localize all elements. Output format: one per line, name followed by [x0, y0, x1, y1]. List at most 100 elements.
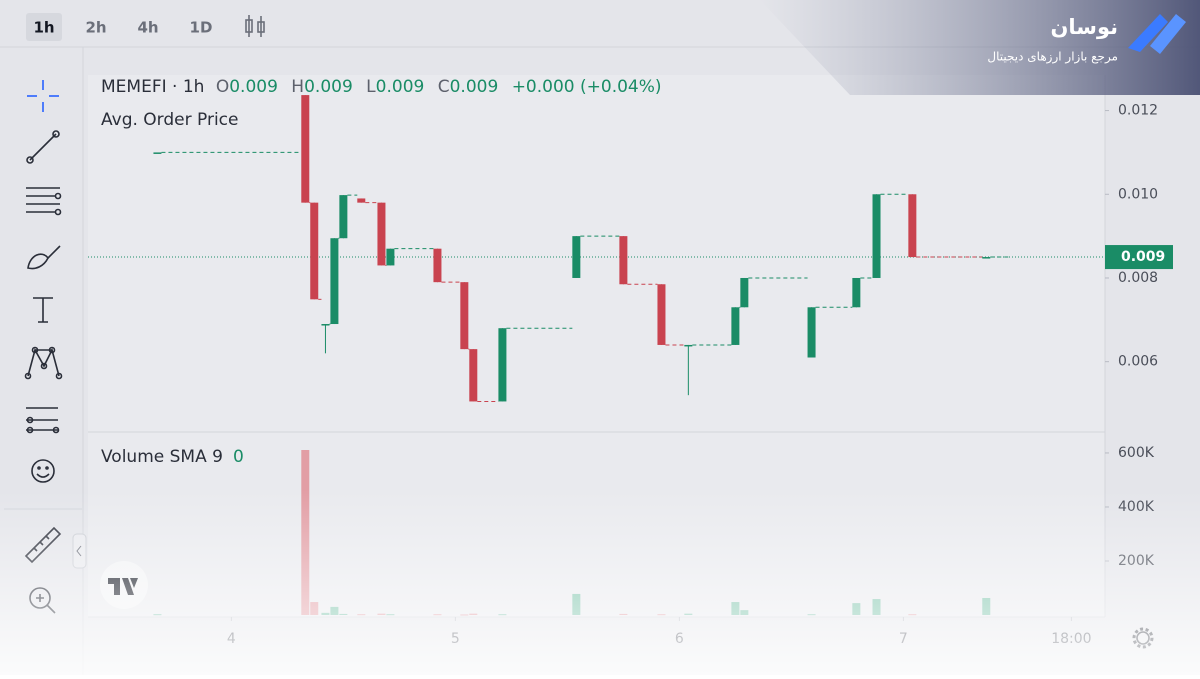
volume-bar [572, 593, 581, 615]
volume-bar [310, 602, 319, 615]
ohlc-value: 0.009 [450, 77, 499, 97]
candle-body [572, 236, 581, 278]
chart-type-button[interactable] [245, 15, 265, 37]
ohlc-label: H [291, 77, 304, 97]
crosshair-tool[interactable] [27, 80, 59, 112]
x-tick-label: 4 [227, 631, 236, 647]
brand-tagline: مرجع بازار ارزهای دیجیتال [987, 50, 1118, 65]
indicator-label: Avg. Order Price [101, 110, 238, 130]
volume-bar [740, 610, 749, 615]
last-price-badge [1105, 245, 1173, 270]
volume-legend: Volume SMA 9 0 [101, 447, 244, 467]
volume-bar [386, 614, 395, 616]
candle-body [684, 344, 693, 347]
volume-bar [330, 606, 339, 615]
volume-bar [339, 613, 348, 615]
volume-bar [321, 612, 330, 615]
fib-tool[interactable] [26, 187, 62, 216]
last-price-label: 0.009 [1121, 249, 1165, 265]
x-tick-label: 7 [899, 631, 908, 647]
candle-body [740, 277, 749, 308]
candle-body [908, 194, 917, 258]
y-tick-label: 0.008 [1118, 270, 1158, 286]
timeframe-active-bg [26, 13, 62, 41]
y-tick-label: 0.006 [1118, 354, 1158, 370]
chart-legend: MEMEFI · 1h O0.009 H0.009 L0.009 C0.009 … [101, 77, 662, 97]
candle-body [872, 194, 881, 278]
volume-title: Volume SMA 9 [101, 447, 223, 467]
candle-body [460, 282, 469, 350]
volume-value: 0 [233, 447, 244, 467]
volume-bar [301, 449, 310, 615]
emoji-tool[interactable] [31, 459, 55, 483]
volume-bar [852, 603, 861, 615]
x-tick-label: 6 [675, 631, 684, 647]
volume-bar [433, 614, 442, 616]
ohlc-label: C [438, 77, 450, 97]
plot-area [88, 75, 1105, 617]
volume-bar [619, 613, 628, 615]
candle-body [330, 238, 339, 325]
pattern-tool[interactable] [24, 346, 63, 380]
volume-tick-label: 200K [1118, 553, 1155, 569]
candle-body [852, 277, 861, 308]
ohlc-value: 0.009 [304, 77, 353, 97]
volume-bar [731, 602, 740, 615]
tradingview-logo[interactable] [100, 561, 148, 609]
timeframe-button[interactable]: 4h [137, 19, 158, 37]
volume-bar [377, 613, 386, 615]
volume-bar [807, 614, 816, 616]
collapse-button[interactable] [72, 533, 87, 569]
volume-tick-label: 600K [1118, 445, 1155, 461]
symbol: MEMEFI · 1h [101, 77, 204, 97]
x-tick-label: 18:00 [1051, 631, 1091, 647]
ohlc-label: L [366, 77, 376, 97]
candle-body [619, 236, 628, 285]
x-tick-label: 5 [451, 631, 460, 647]
candle-body [657, 284, 666, 345]
candle-body [339, 195, 348, 239]
candle-body [982, 257, 991, 259]
candle-body [310, 202, 319, 300]
ohlc-label: O [216, 77, 229, 97]
candle-body [807, 307, 816, 358]
brush-tool[interactable] [27, 245, 61, 270]
volume-bar [498, 614, 507, 616]
change: +0.000 (+0.04%) [512, 77, 662, 97]
candle-body [731, 307, 740, 345]
candle-body [153, 152, 162, 154]
ohlc-value: 0.009 [376, 77, 425, 97]
timeframe-button[interactable]: 2h [85, 19, 106, 37]
candle-body [321, 324, 330, 326]
text-tool[interactable] [33, 297, 53, 323]
volume-bar [357, 614, 366, 616]
brand-banner [760, 0, 1200, 95]
volume-bar [469, 613, 478, 615]
volume-bar [982, 597, 991, 615]
brand-logo [1128, 14, 1186, 54]
candle-body [301, 95, 310, 203]
candle-body [357, 198, 366, 203]
timeframe-button[interactable]: 1D [190, 19, 213, 37]
candle-body [386, 248, 395, 266]
volume-bar [657, 614, 666, 616]
candle-body [433, 248, 442, 283]
trend-line-tool[interactable] [26, 130, 60, 164]
volume-bar [872, 599, 881, 615]
brand-name: نوسان [1050, 15, 1118, 39]
volume-tick-label: 400K [1118, 499, 1155, 515]
ohlc-value: 0.009 [229, 77, 278, 97]
volume-bar [153, 614, 162, 616]
volume-bar [460, 614, 469, 616]
prediction-tool[interactable] [26, 407, 60, 434]
y-tick-label: 0.012 [1118, 103, 1158, 119]
y-tick-label: 0.010 [1118, 186, 1158, 202]
volume-bar [908, 614, 917, 616]
timeframe-button[interactable]: 1h [33, 19, 54, 37]
candle-body [469, 349, 478, 402]
candle-body [377, 202, 386, 266]
candle-body [498, 328, 507, 402]
volume-bar [684, 613, 693, 615]
